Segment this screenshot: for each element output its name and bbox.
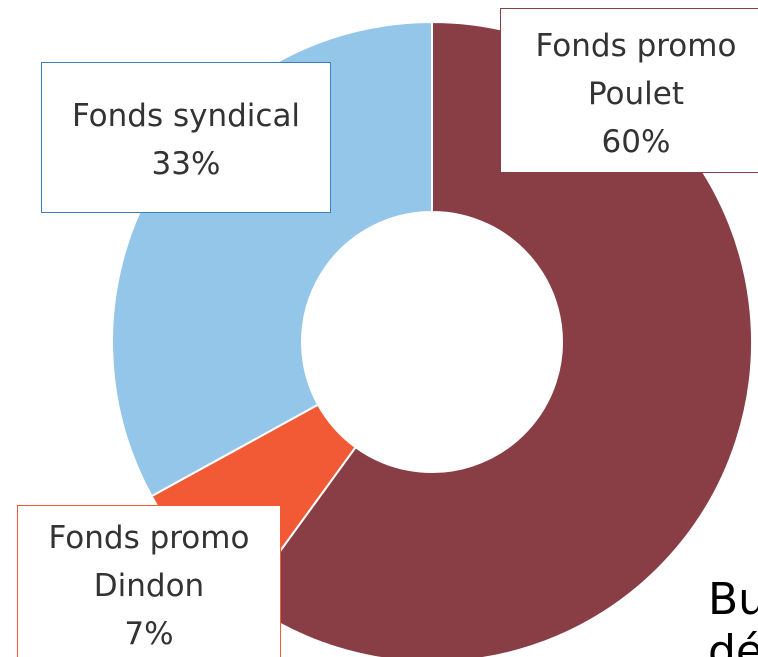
value-label: 33% — [151, 146, 221, 182]
text-fragment: dé — [708, 626, 758, 657]
category-label: Fonds promo Dindon — [48, 520, 250, 604]
value-label: 7% — [124, 616, 174, 652]
clipped-text: Bu dé — [708, 574, 758, 657]
donut-slice — [242, 20, 753, 657]
data-label: Fonds promo Dindon 7% — [17, 505, 281, 657]
category-label: Fonds syndical — [71, 98, 301, 134]
data-label: Fonds syndical 33% — [41, 62, 331, 213]
data-label: Fonds promo Poulet 60% — [500, 8, 758, 173]
value-label: 60% — [601, 124, 671, 160]
text-fragment: Bu — [708, 574, 758, 625]
category-label: Fonds promo Poulet — [535, 28, 737, 112]
